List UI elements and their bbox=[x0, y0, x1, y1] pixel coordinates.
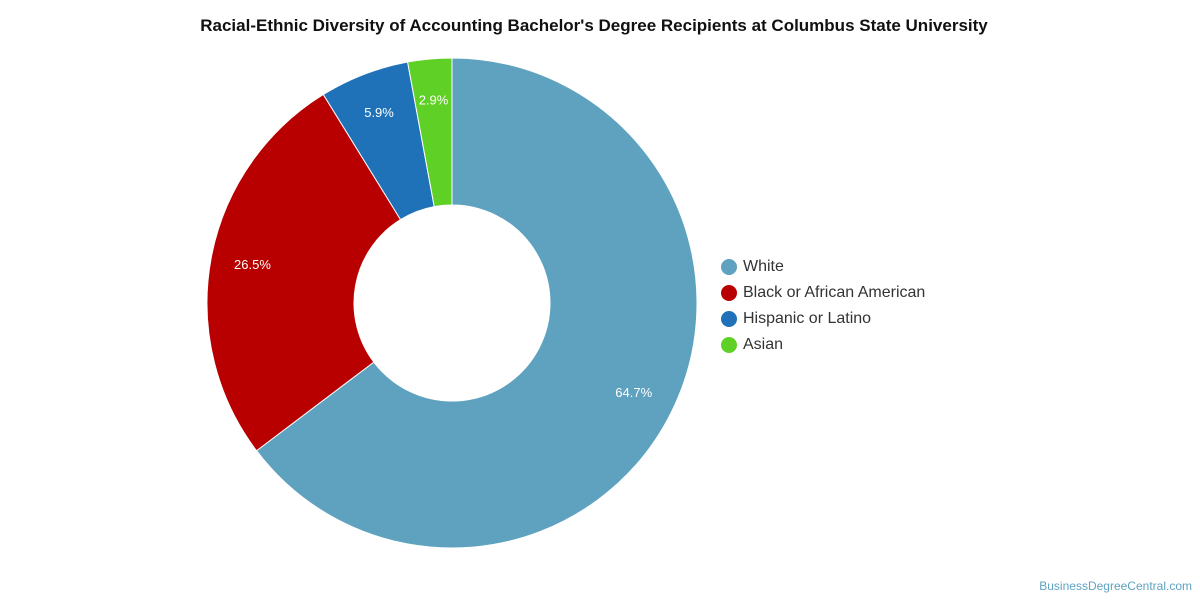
source-credit[interactable]: BusinessDegreeCentral.com bbox=[1039, 579, 1192, 593]
chart-title: Racial-Ethnic Diversity of Accounting Ba… bbox=[200, 16, 988, 35]
data-label-hispanic-or-latino: 5.9% bbox=[364, 105, 394, 120]
legend-label-asian: Asian bbox=[743, 336, 784, 353]
data-label-white: 64.7% bbox=[615, 385, 652, 400]
slice-white[interactable] bbox=[255, 57, 698, 549]
chart-legend: White Black or African American Hispanic… bbox=[721, 254, 925, 358]
legend-swatch-white bbox=[721, 259, 737, 275]
legend-label-hispanic-or-latino: Hispanic or Latino bbox=[743, 310, 872, 327]
slice-black-or-african-american[interactable] bbox=[206, 93, 402, 452]
legend-label-white: White bbox=[743, 258, 784, 275]
data-label-black-or-african-american: 26.5% bbox=[234, 257, 271, 272]
legend-swatch-black-or-african-american bbox=[721, 285, 737, 301]
legend-item-white[interactable]: White bbox=[721, 254, 925, 280]
legend-swatch-hispanic-or-latino bbox=[721, 311, 737, 327]
data-label-asian: 2.9% bbox=[419, 92, 449, 107]
legend-item-hispanic-or-latino[interactable]: Hispanic or Latino bbox=[721, 306, 925, 332]
slice-asian[interactable] bbox=[407, 57, 453, 208]
legend-item-black-or-african-american[interactable]: Black or African American bbox=[721, 280, 925, 306]
legend-swatch-asian bbox=[721, 337, 737, 353]
legend-label-black-or-african-american: Black or African American bbox=[743, 284, 926, 301]
legend-item-asian[interactable]: Asian bbox=[721, 332, 925, 358]
